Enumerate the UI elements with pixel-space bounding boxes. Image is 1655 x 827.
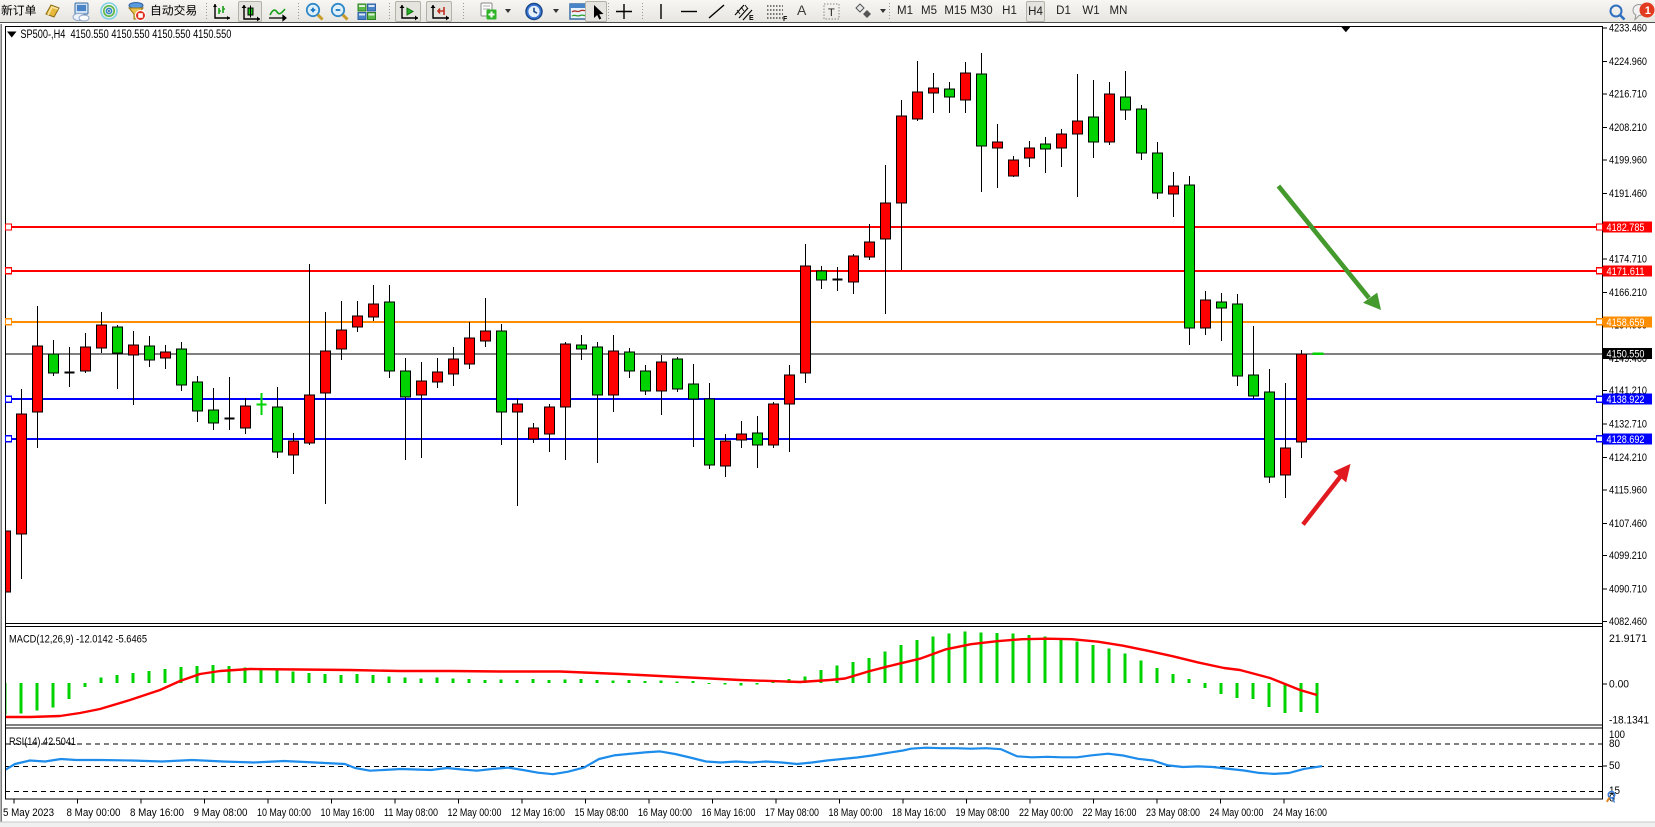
svg-text:9 May 08:00: 9 May 08:00: [194, 807, 248, 819]
svg-text:4090.710: 4090.710: [1609, 584, 1647, 596]
svg-text:T: T: [828, 7, 835, 19]
svg-text:4158.659: 4158.659: [1607, 317, 1645, 329]
svg-text:0.00: 0.00: [1609, 679, 1629, 691]
svg-text:4233.460: 4233.460: [1609, 23, 1647, 35]
svg-text:4182.785: 4182.785: [1607, 222, 1645, 234]
svg-text:SP500-,H4 4150.550 4150.550 4: SP500-,H4 4150.550 4150.550 4150.550 415…: [20, 29, 231, 41]
svg-text:100: 100: [1609, 729, 1625, 741]
svg-text:F: F: [783, 16, 788, 22]
svg-text:4150.550: 4150.550: [1607, 349, 1645, 361]
svg-text:50: 50: [1609, 760, 1620, 772]
svg-text:24 May 00:00: 24 May 00:00: [1210, 807, 1264, 819]
svg-text:16 May 16:00: 16 May 16:00: [702, 807, 756, 819]
svg-text:16 May 00:00: 16 May 00:00: [638, 807, 692, 819]
svg-text:8 May 16:00: 8 May 16:00: [130, 807, 184, 819]
svg-text:1: 1: [1645, 5, 1651, 17]
svg-text:5 May 2023: 5 May 2023: [3, 807, 54, 819]
svg-text:4224.960: 4224.960: [1609, 56, 1647, 68]
svg-text:17 May 08:00: 17 May 08:00: [765, 807, 819, 819]
svg-text:4082.460: 4082.460: [1609, 616, 1647, 628]
svg-text:4166.210: 4166.210: [1609, 287, 1647, 299]
svg-text:11 May 08:00: 11 May 08:00: [384, 807, 438, 819]
svg-text:4191.460: 4191.460: [1609, 188, 1647, 200]
svg-text:21.9171: 21.9171: [1609, 633, 1647, 645]
svg-text:E: E: [749, 15, 754, 22]
svg-text:MACD(12,26,9) -12.0142 -5.6465: MACD(12,26,9) -12.0142 -5.6465: [9, 634, 147, 646]
svg-text:4132.710: 4132.710: [1609, 419, 1647, 431]
svg-text:4171.611: 4171.611: [1607, 266, 1645, 278]
svg-text:4115.960: 4115.960: [1609, 484, 1647, 496]
svg-text:18 May 16:00: 18 May 16:00: [892, 807, 946, 819]
svg-text:4099.210: 4099.210: [1609, 550, 1647, 562]
svg-text:4174.710: 4174.710: [1609, 254, 1647, 266]
svg-text:4138.922: 4138.922: [1607, 394, 1645, 406]
svg-text:4124.210: 4124.210: [1609, 452, 1647, 464]
svg-text:8 May 00:00: 8 May 00:00: [67, 807, 121, 819]
svg-text:4107.460: 4107.460: [1609, 518, 1647, 530]
svg-text:12 May 00:00: 12 May 00:00: [448, 807, 502, 819]
svg-text:80: 80: [1609, 738, 1620, 750]
svg-text:4128.692: 4128.692: [1607, 434, 1645, 446]
svg-text:15 May 08:00: 15 May 08:00: [575, 807, 629, 819]
svg-text:10 May 00:00: 10 May 00:00: [257, 807, 311, 819]
svg-text:19 May 08:00: 19 May 08:00: [956, 807, 1010, 819]
svg-text:RSI(14) 42.5041: RSI(14) 42.5041: [9, 736, 76, 748]
svg-text:18 May 00:00: 18 May 00:00: [829, 807, 883, 819]
svg-text:4199.960: 4199.960: [1609, 154, 1647, 166]
svg-text:-18.1341: -18.1341: [1609, 715, 1649, 727]
svg-text:22 May 00:00: 22 May 00:00: [1019, 807, 1073, 819]
svg-text:12 May 16:00: 12 May 16:00: [511, 807, 565, 819]
svg-text:15: 15: [1609, 785, 1620, 797]
svg-text:4216.710: 4216.710: [1609, 89, 1647, 101]
svg-text:10 May 16:00: 10 May 16:00: [321, 807, 375, 819]
svg-text:22 May 16:00: 22 May 16:00: [1083, 807, 1137, 819]
svg-text:23 May 08:00: 23 May 08:00: [1146, 807, 1200, 819]
svg-text:4208.210: 4208.210: [1609, 122, 1647, 134]
svg-text:24 May 16:00: 24 May 16:00: [1273, 807, 1327, 819]
